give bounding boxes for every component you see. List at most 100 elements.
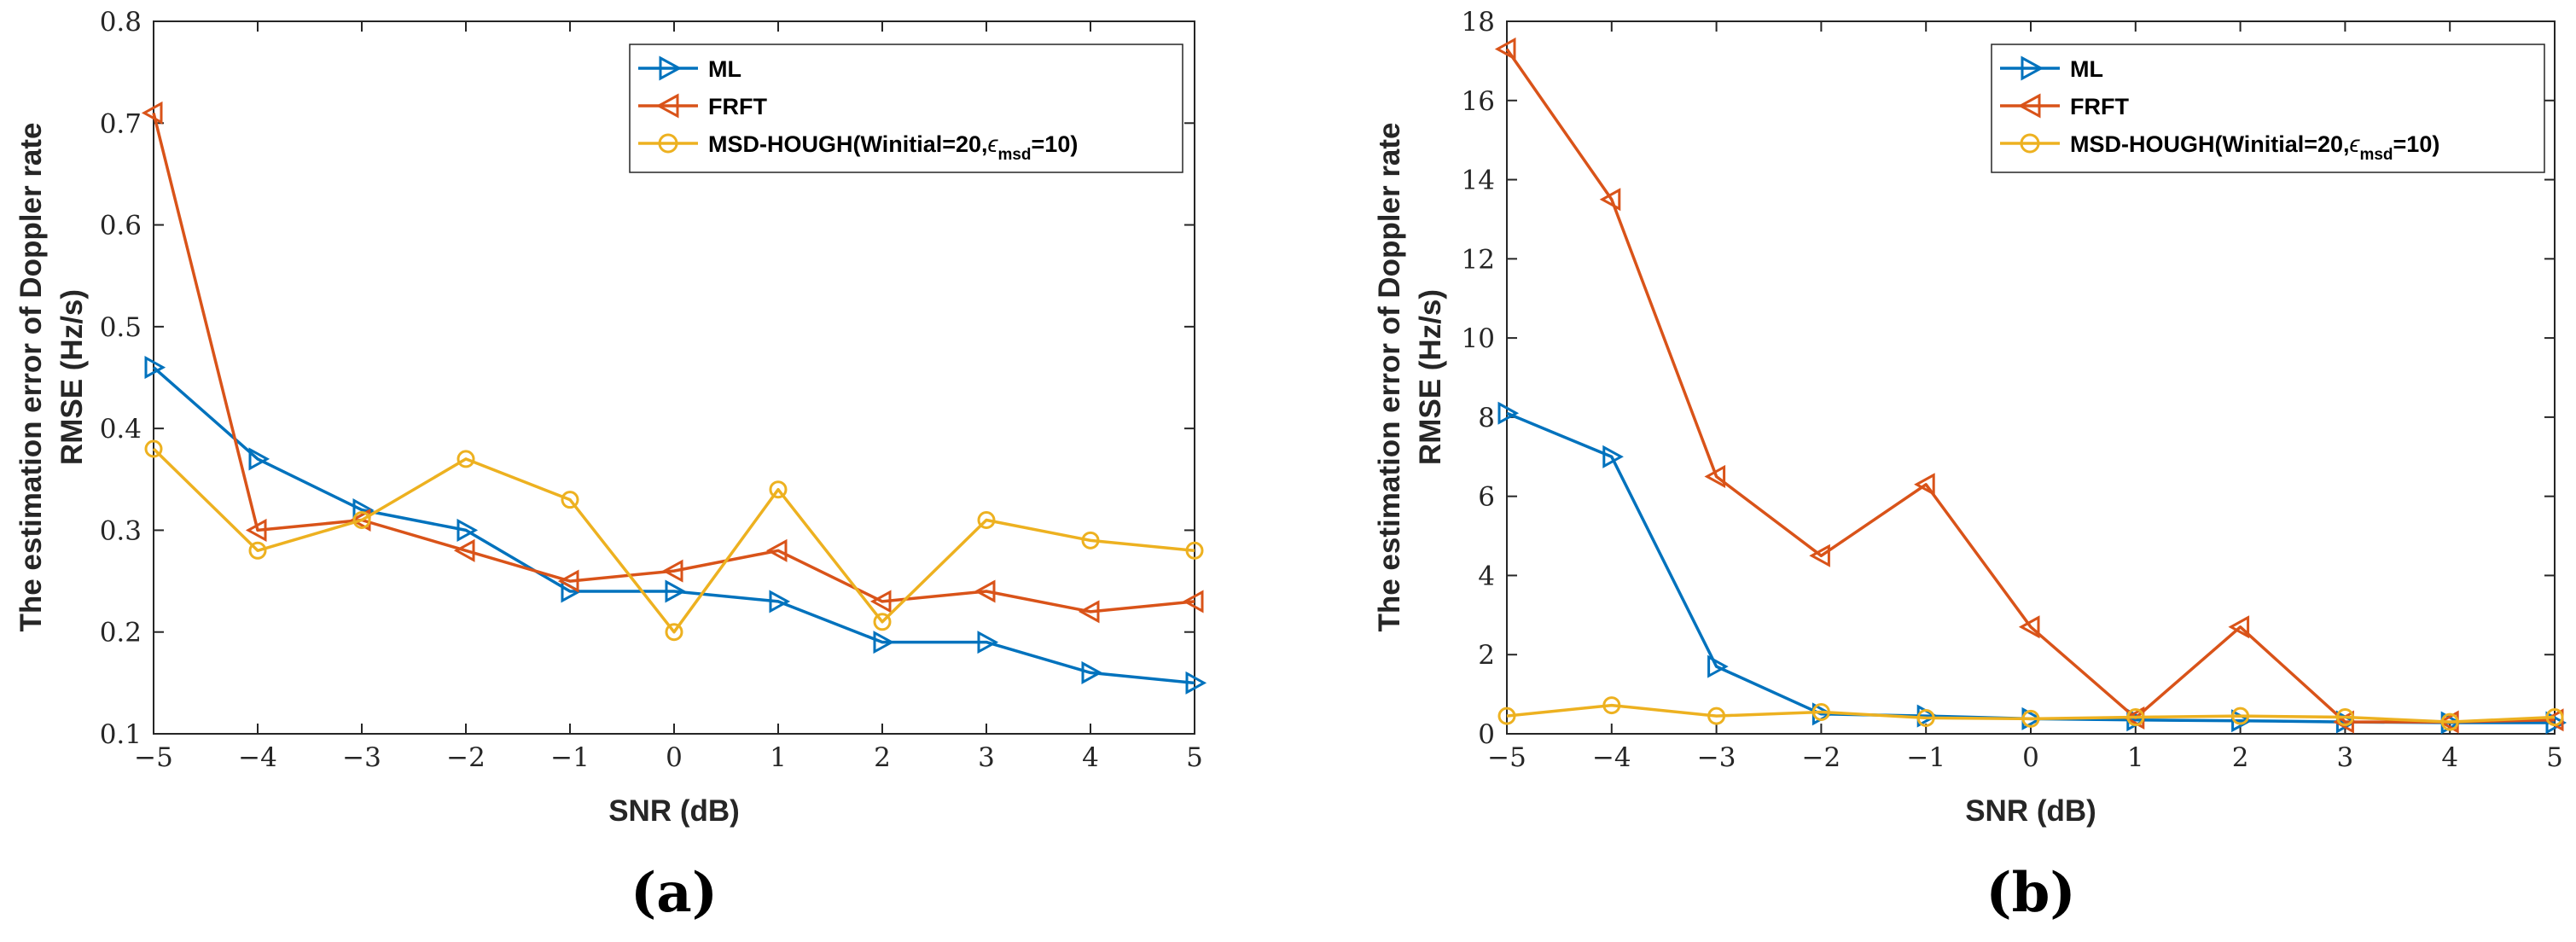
chart-a-series-line-msd-hough (152, 447, 1195, 634)
chart-b-series-line-msd-hough (1506, 703, 2556, 724)
chart-a-legend-box (629, 44, 1183, 173)
chart-a-point-ml (769, 590, 791, 613)
chart-b-point-ml (2545, 711, 2567, 735)
chart-b-point-msd-hough (2545, 708, 2564, 727)
chart-a-point-frft (1182, 590, 1204, 613)
chart-a-point-msd-hough (1185, 541, 1204, 560)
chart-a-ytick-label: 0.2 (100, 618, 142, 648)
chart-a-legend-label-msd: MSD-HOUGH(Winitial=20,ϵmsd=10) (708, 131, 1078, 164)
chart-a-point-frft (557, 569, 579, 593)
chart-a-point-msd-hough (665, 623, 683, 642)
chart-a-xtick-label: −4 (238, 742, 277, 773)
chart-b-point-ml (1707, 654, 1729, 678)
chart-a-point-ml (1081, 660, 1103, 684)
chart-a-ytick-label: 0.8 (100, 7, 142, 38)
chart-b-xtick-label: 4 (2441, 742, 2458, 773)
chart-b-point-frft (1599, 188, 1621, 212)
chart-a-series (141, 101, 1207, 695)
chart-a-point-frft (765, 538, 788, 562)
chart-a-ytick-label: 0.4 (100, 414, 142, 445)
chart-b-point-msd-hough (1916, 708, 1935, 727)
chart-b-ylabel-line2: RMSE (Hz/s) (1414, 289, 1447, 465)
chart-a-point-frft (869, 590, 892, 613)
chart-b-yticks: 0 2 4 6 8 10 12 14 16 18 (1462, 7, 2555, 750)
chart-b-point-msd-hough (1497, 706, 1516, 725)
chart-b-point-msd-hough (2440, 712, 2459, 731)
chart-a-point-msd-hough (1081, 531, 1100, 550)
chart-b-legend-marker-msd (2020, 133, 2040, 154)
chart-a-point-msd-hough (977, 511, 996, 529)
chart-a-legend-label-frft: FRFT (708, 94, 767, 119)
chart-b-series (1494, 37, 2567, 735)
chart-b-legend-box (1991, 44, 2545, 173)
chart-a-point-frft (453, 538, 475, 562)
chart-a-xtick-label: −1 (550, 742, 590, 773)
chart-a-point-ml (977, 631, 999, 654)
chart-b-legend-label-ml: ML (2070, 56, 2103, 82)
chart-a-ylabel-line1: The estimation error of Doppler rate (15, 122, 48, 631)
chart-a-point-frft (1078, 600, 1100, 624)
chart-a-point-msd-hough (352, 511, 371, 529)
chart-b-series-line-frft (1505, 48, 2556, 724)
chart-a-point-msd-hough (456, 450, 475, 468)
chart-b-ytick-label: 10 (1462, 323, 1495, 354)
chart-b-ytick-label: 2 (1478, 640, 1495, 671)
chart-b-legend-label-msd: MSD-HOUGH(Winitial=20,ϵmsd=10) (2070, 131, 2439, 164)
chart-b-xtick-label: −5 (1487, 742, 1526, 773)
chart-b-point-frft (1914, 473, 1935, 497)
chart-b-point-frft (2228, 615, 2250, 639)
chart-a-xtick-label: 4 (1082, 742, 1099, 773)
chart-b-legend-label-frft: FRFT (2070, 94, 2129, 119)
chart-a-ytick-label: 0.5 (100, 312, 142, 343)
chart-b-point-frft (2018, 615, 2040, 639)
chart-a-legend-marker-frft (655, 93, 679, 119)
chart-a-point-ml (144, 356, 166, 380)
chart-a-xtick-label: 0 (666, 742, 683, 773)
chart-b-ytick-label: 0 (1478, 719, 1495, 750)
chart-a-xtick-label: −5 (134, 742, 173, 773)
chart-b-xtick-label: −3 (1697, 742, 1736, 773)
chart-a-point-frft (661, 559, 683, 583)
chart-a-xtick-label: 3 (978, 742, 995, 773)
chart-b-point-msd-hough (2021, 709, 2040, 728)
chart-b-legend: ML FRFT MSD-HOUGH(Winitial=20,ϵmsd=10) (1991, 44, 2545, 173)
chart-a-ytick-label: 0.6 (100, 211, 142, 241)
chart-b-ytick-label: 8 (1478, 403, 1495, 433)
chart-b-ylabel-line1: The estimation error of Doppler rate (1373, 122, 1406, 631)
chart-a-legend-marker-ml (659, 55, 683, 81)
chart-a-xtick-label: 2 (874, 742, 891, 773)
chart-b-xlabel: SNR (dB) (1965, 794, 2096, 828)
chart-b-xtick-label: 5 (2546, 742, 2563, 773)
chart-a-point-ml (248, 447, 270, 471)
chart-a-xtick-label: 1 (770, 742, 787, 773)
chart-a-legend-label-ml: ML (708, 56, 741, 82)
chart-a-panel-label: (a) (631, 861, 718, 925)
chart-a: −5 −4 −3 −2 −1 0 1 2 3 4 5 0.10.20.30.40.50.60.70.… (15, 7, 1207, 925)
chart-a-ytick-label: 0.7 (100, 108, 142, 139)
chart-b-point-msd-hough (2126, 708, 2145, 727)
chart-a-xticks: −5 −4 −3 −2 −1 0 1 2 3 4 5 (134, 21, 1203, 773)
chart-b-point-ml (1602, 445, 1624, 468)
chart-b-xtick-label: 0 (2022, 742, 2039, 773)
chart-a-series-line-ml (152, 366, 1195, 685)
chart-b-legend-marker-ml (2021, 55, 2044, 81)
chart-a-point-frft (141, 101, 163, 125)
chart-a-xtick-label: −3 (342, 742, 381, 773)
chart-b-point-msd-hough (1811, 702, 1830, 721)
chart-a-legend-marker-msd (658, 133, 678, 154)
chart-b-panel-label: (b) (1986, 861, 2075, 925)
chart-b-legend-marker-frft (2017, 93, 2041, 119)
chart-a-point-ml (456, 518, 479, 542)
chart-b-ytick-label: 6 (1478, 482, 1495, 513)
chart-b-xtick-label: 3 (2337, 742, 2354, 773)
chart-a-point-msd-hough (144, 439, 163, 458)
chart-a-point-msd-hough (769, 480, 788, 499)
chart-a-point-frft (974, 579, 996, 603)
chart-b-point-msd-hough (2231, 706, 2250, 725)
chart-a-series-line-frft (152, 112, 1195, 613)
chart-a-point-ml (1185, 671, 1207, 695)
chart-b-ytick-label: 16 (1462, 86, 1495, 117)
chart-b-xtick-label: 2 (2232, 742, 2249, 773)
